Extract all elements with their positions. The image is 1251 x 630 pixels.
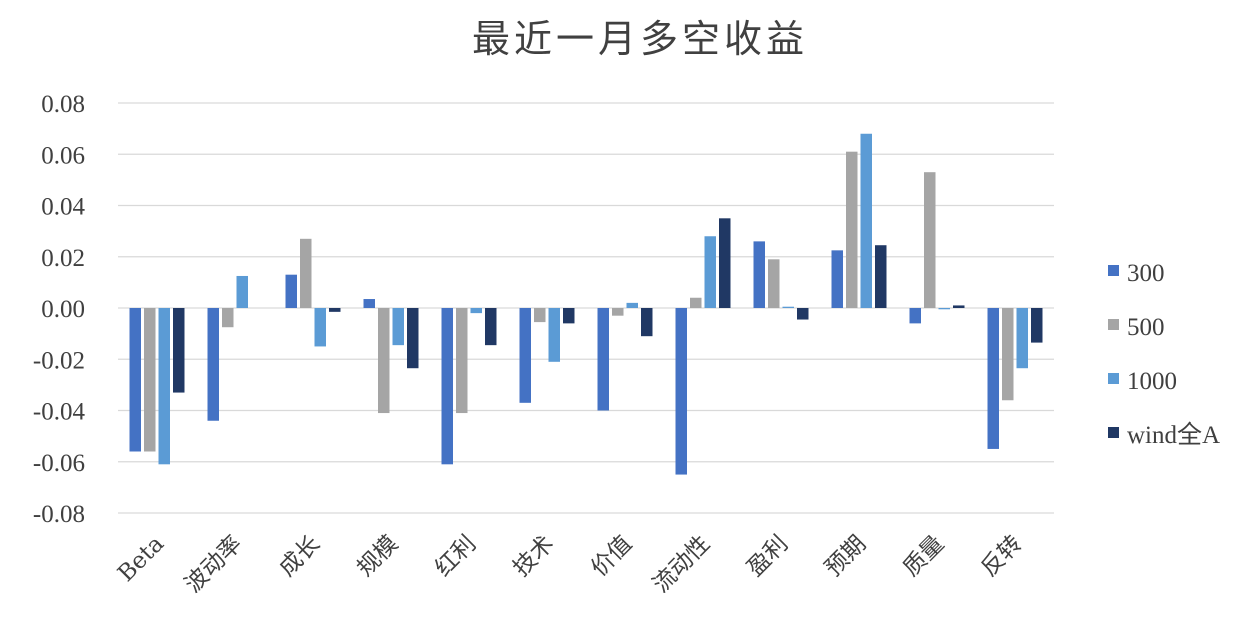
- y-tick-label: -0.08: [33, 501, 85, 528]
- x-category-label: 红利: [430, 531, 481, 582]
- bar-2-1: [144, 308, 156, 452]
- chart-title: 最近一月多空收益: [472, 17, 808, 61]
- x-category-label: 价值: [586, 531, 637, 582]
- x-category-label: 质量: [898, 531, 949, 582]
- bar-1-1: [129, 308, 141, 452]
- y-tick-label: 0.06: [41, 142, 85, 169]
- bar-2-5: [456, 308, 468, 414]
- bar-3-5: [470, 308, 482, 314]
- bar-4-4: [407, 308, 419, 369]
- y-tick-label: 0.08: [41, 91, 85, 118]
- bar-3-8: [704, 236, 716, 308]
- bar-4-11: [953, 305, 965, 308]
- bar-2-12: [1002, 308, 1014, 401]
- x-category-label: 流动性: [648, 531, 715, 598]
- bar-1-4: [363, 299, 375, 308]
- legend-swatch: [1108, 427, 1119, 438]
- x-category-label: 盈利: [742, 531, 793, 582]
- legend-label: 1000: [1127, 368, 1177, 395]
- bar-3-2: [236, 275, 248, 308]
- x-axis-categories: Beta 波动率 成长 规模 红利 技术 价值 流动性 盈利 预期 质量 反转: [113, 531, 1027, 598]
- bar-1-2: [207, 308, 219, 421]
- bar-2-6: [534, 308, 546, 323]
- bar-3-11: [938, 308, 950, 310]
- bar-2-10: [846, 151, 858, 308]
- bar-1-6: [519, 308, 531, 403]
- x-category-label: 技术: [508, 531, 559, 582]
- legend-label: wind全A: [1127, 421, 1220, 449]
- bar-4-7: [641, 308, 653, 337]
- y-tick-label: -0.04: [33, 399, 86, 426]
- bar-1-8: [675, 308, 687, 475]
- y-tick-label: -0.06: [33, 450, 85, 477]
- y-tick-label: 0.00: [41, 296, 85, 323]
- x-category-label: 反转: [976, 531, 1027, 582]
- legend-label: 500: [1127, 314, 1165, 341]
- x-category-label: Beta: [113, 531, 169, 587]
- y-tick-label: -0.02: [33, 347, 85, 374]
- bar-2-2: [222, 308, 234, 328]
- x-category-label: 预期: [820, 531, 871, 582]
- legend-swatch: [1108, 265, 1119, 276]
- bar-4-8: [719, 218, 731, 308]
- bar-3-1: [158, 308, 170, 465]
- bar-1-10: [831, 250, 843, 308]
- bar-3-6: [548, 308, 560, 362]
- bar-4-3: [329, 308, 341, 312]
- bar-1-7: [597, 308, 609, 411]
- legend: 300 500 1000 wind全A: [1108, 260, 1220, 449]
- bar-4-1: [173, 308, 185, 393]
- bar-4-10: [875, 245, 887, 308]
- legend-swatch: [1108, 319, 1119, 330]
- gridlines: [118, 102, 1054, 514]
- bar-2-9: [768, 259, 780, 308]
- x-category-label: 波动率: [180, 531, 247, 598]
- bar-3-9: [782, 306, 794, 308]
- bar-2-4: [378, 308, 390, 414]
- bar-4-9: [797, 308, 809, 320]
- bar-4-6: [563, 308, 575, 324]
- bar-2-8: [690, 297, 702, 308]
- y-axis-ticks: 0.08 0.06 0.04 0.02 0.00 -0.02 -0.04 -0.06 -0.08: [33, 91, 86, 528]
- bar-3-7: [626, 302, 638, 308]
- bar-1-3: [285, 274, 297, 308]
- bar-2-3: [300, 238, 312, 308]
- bar-3-3: [314, 308, 326, 347]
- x-category-label: 规模: [352, 531, 403, 582]
- bar-1-9: [753, 241, 765, 308]
- y-tick-label: 0.02: [41, 245, 85, 272]
- x-category-label: 成长: [274, 531, 325, 582]
- legend-swatch: [1108, 373, 1119, 384]
- bar-3-10: [860, 133, 872, 308]
- bar-3-12: [1016, 308, 1028, 369]
- legend-label: 300: [1127, 260, 1165, 287]
- bars: [129, 133, 1043, 475]
- y-tick-label: 0.04: [41, 194, 85, 221]
- bar-2-11: [924, 172, 936, 308]
- bar-1-12: [987, 308, 999, 449]
- bar-4-12: [1031, 308, 1043, 343]
- bar-3-4: [392, 308, 404, 346]
- bar-2-7: [612, 308, 624, 316]
- bar-1-11: [909, 308, 921, 324]
- bar-1-5: [441, 308, 453, 465]
- bar-4-5: [485, 308, 497, 346]
